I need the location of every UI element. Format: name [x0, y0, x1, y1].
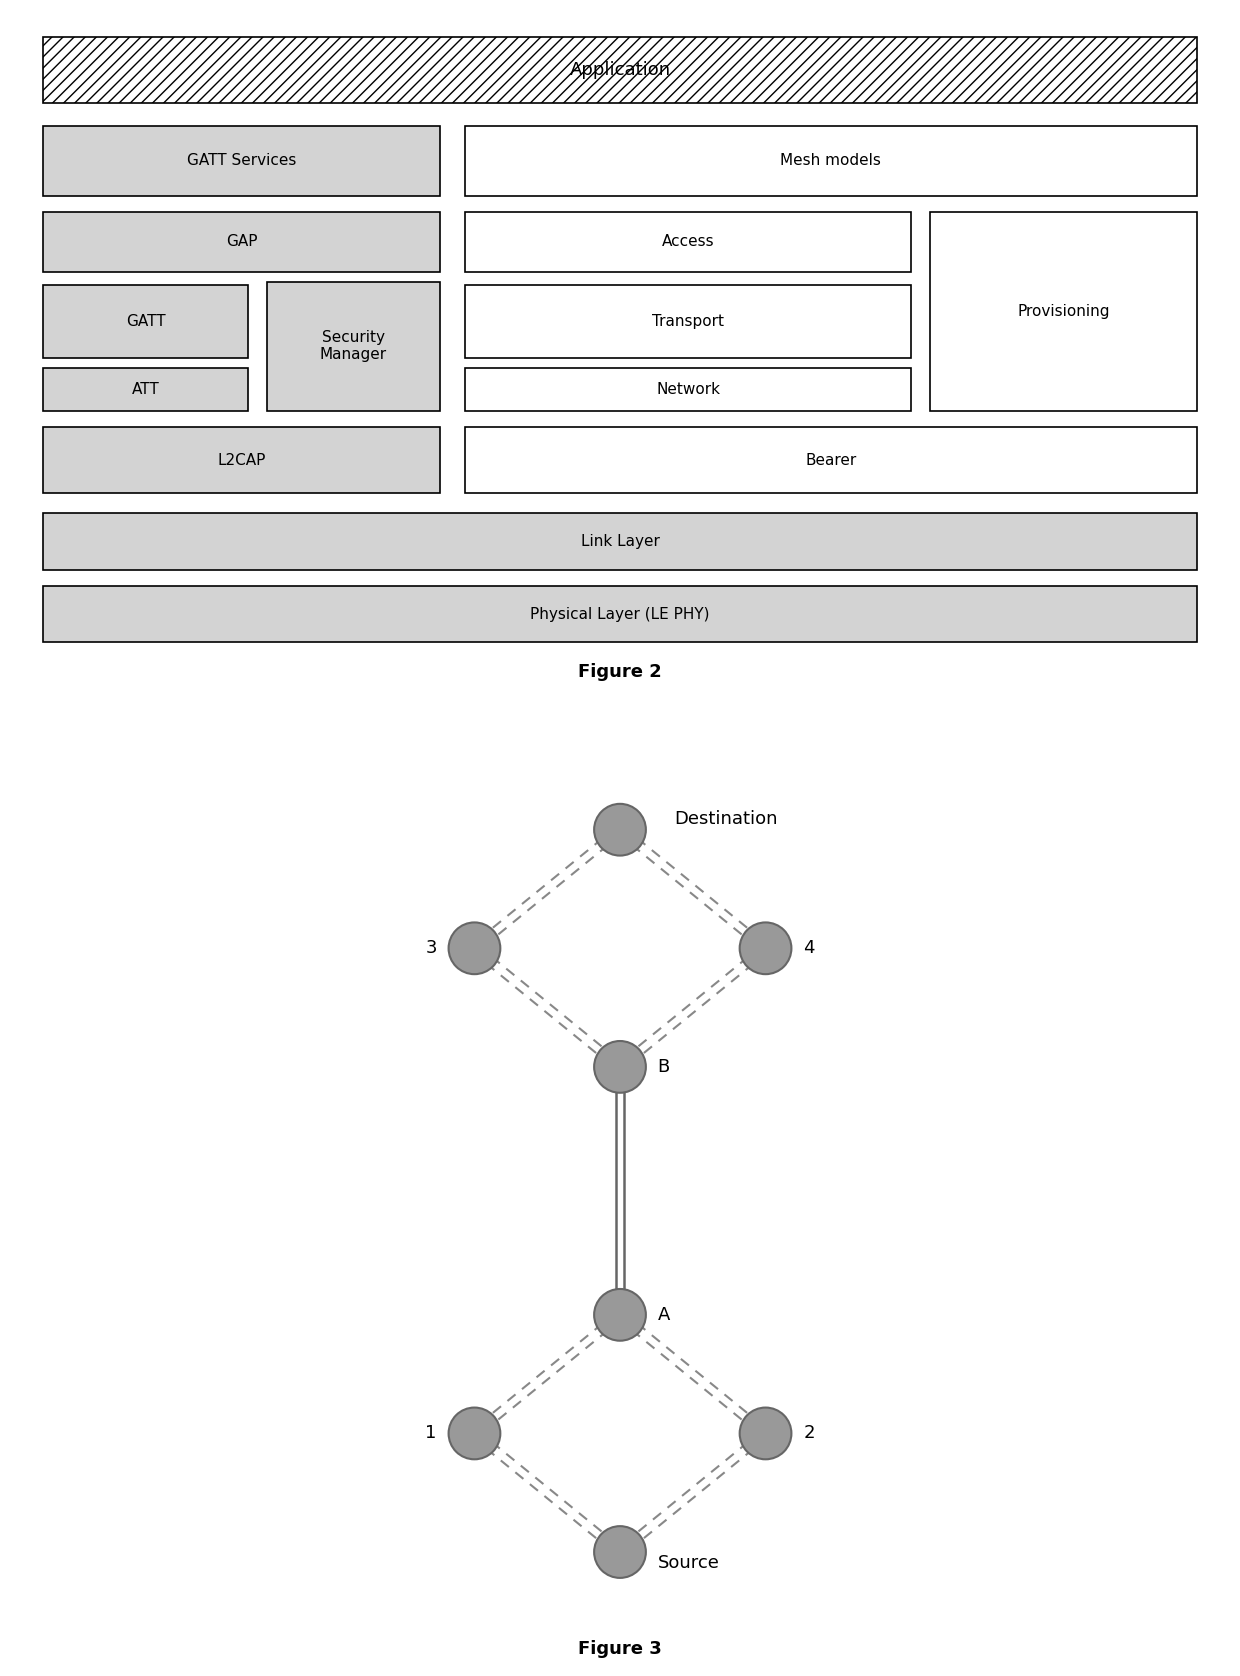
Circle shape [594, 1289, 646, 1341]
FancyBboxPatch shape [43, 213, 440, 272]
Text: GATT: GATT [126, 313, 165, 328]
FancyBboxPatch shape [43, 513, 1197, 570]
FancyBboxPatch shape [43, 37, 1197, 102]
FancyBboxPatch shape [465, 213, 911, 272]
Text: ATT: ATT [131, 382, 160, 397]
FancyBboxPatch shape [465, 285, 911, 357]
Text: Transport: Transport [652, 313, 724, 328]
Text: Source: Source [657, 1554, 719, 1572]
FancyBboxPatch shape [930, 213, 1197, 411]
Text: Figure 3: Figure 3 [578, 1641, 662, 1658]
Circle shape [449, 1408, 500, 1460]
Text: Mesh models: Mesh models [780, 153, 882, 168]
FancyBboxPatch shape [267, 282, 440, 411]
Text: GATT Services: GATT Services [187, 153, 296, 168]
FancyBboxPatch shape [465, 126, 1197, 196]
Text: Physical Layer (LE PHY): Physical Layer (LE PHY) [531, 607, 709, 622]
Text: GAP: GAP [226, 235, 258, 250]
FancyBboxPatch shape [43, 367, 248, 411]
FancyBboxPatch shape [43, 126, 440, 196]
Circle shape [740, 922, 791, 974]
FancyBboxPatch shape [465, 367, 911, 411]
Text: A: A [657, 1306, 670, 1324]
Text: 3: 3 [425, 939, 436, 957]
FancyBboxPatch shape [43, 587, 1197, 642]
FancyBboxPatch shape [465, 427, 1197, 493]
Circle shape [594, 1527, 646, 1577]
Text: L2CAP: L2CAP [217, 453, 267, 468]
Text: Figure 2: Figure 2 [578, 664, 662, 680]
FancyBboxPatch shape [43, 427, 440, 493]
Circle shape [594, 804, 646, 855]
Text: Link Layer: Link Layer [580, 535, 660, 550]
Text: 2: 2 [804, 1425, 815, 1443]
Text: Bearer: Bearer [805, 453, 857, 468]
Text: Application: Application [569, 60, 671, 79]
Circle shape [449, 922, 500, 974]
Text: Network: Network [656, 382, 720, 397]
Circle shape [740, 1408, 791, 1460]
Text: 1: 1 [425, 1425, 436, 1443]
Text: Access: Access [662, 235, 714, 250]
Text: B: B [657, 1058, 670, 1076]
Text: Destination: Destination [673, 810, 777, 828]
FancyBboxPatch shape [43, 285, 248, 357]
Circle shape [594, 1041, 646, 1093]
Text: 4: 4 [804, 939, 815, 957]
Text: Provisioning: Provisioning [1017, 303, 1110, 318]
Text: Security
Manager: Security Manager [320, 330, 387, 362]
